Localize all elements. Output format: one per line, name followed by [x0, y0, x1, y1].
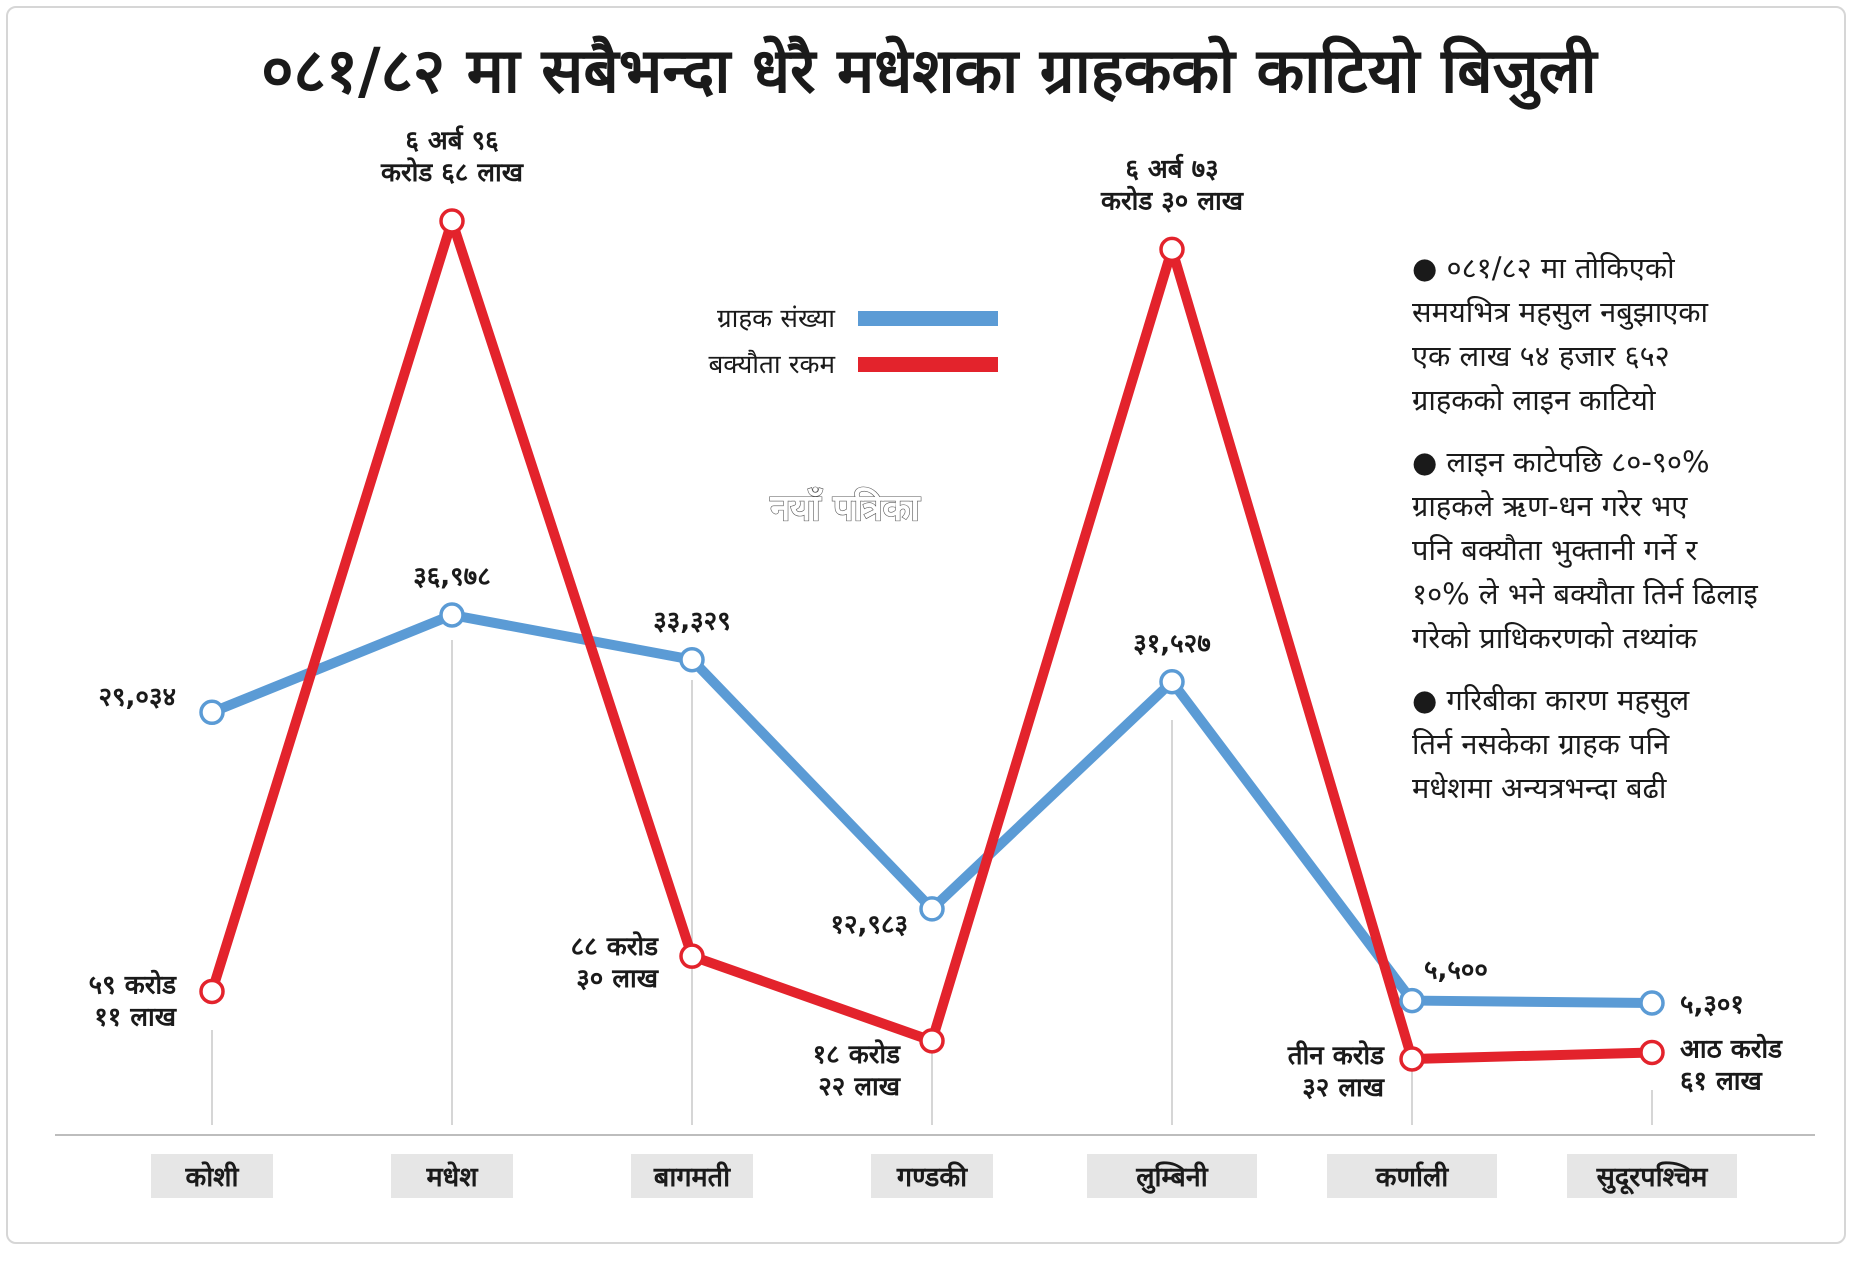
note-line: गरेको प्राधिकरणको तथ्यांक	[1412, 621, 1698, 655]
category-box	[391, 1154, 513, 1198]
data-label: ५,५००	[1424, 956, 1488, 986]
series-group: २९,०३४ ३६,९७८ ३३,३२९ १२,९८३ ३१,५२७ ५,५०० ५,३०१…	[89, 125, 1783, 1103]
data-point	[1639, 990, 1665, 1016]
category-label: कोशी	[184, 1161, 239, 1193]
category-box	[631, 1154, 753, 1198]
category-box	[1327, 1154, 1497, 1198]
category-box	[1087, 1154, 1257, 1198]
category-label: बागमती	[653, 1161, 731, 1193]
data-point	[1399, 987, 1425, 1014]
legend-label: बक्यौता रकम	[708, 349, 835, 380]
data-label: १२,९८३	[831, 910, 908, 940]
watermark-logo: नयाँ पत्रिका	[769, 487, 921, 529]
data-label: ५,३०१	[1680, 990, 1744, 1020]
chart-title: ०८१/८२ मा सबैभन्दा धेरै मधेशका ग्राहकको …	[261, 34, 1598, 110]
data-point	[1159, 669, 1185, 695]
category-label: मधेश	[425, 1161, 479, 1193]
legend: ग्राहक संख्या बक्यौता रकम	[708, 304, 998, 380]
data-label: ५९ करोड	[89, 969, 177, 1000]
data-point	[1399, 1046, 1425, 1072]
note-line: ग्राहकले ऋण-धन गरेर भए	[1412, 489, 1688, 523]
data-point	[1639, 1039, 1665, 1066]
data-point	[439, 208, 465, 234]
category-label: गण्डकी	[896, 1161, 968, 1193]
data-label: ६ अर्ब ७३	[1125, 153, 1218, 184]
data-label: ६ अर्ब ९६	[405, 125, 498, 156]
note-line: पनि बक्यौता भुक्तानी गर्ने र	[1412, 533, 1698, 568]
note-line: ● ०८१/८२ मा तोकिएको	[1412, 251, 1675, 285]
category-label: लुम्बिनी	[1135, 1161, 1208, 1194]
data-point	[919, 896, 945, 922]
data-label: आठ करोड	[1680, 1033, 1783, 1064]
data-label: ८८ करोड	[571, 931, 659, 962]
data-label: करोड ६८ लाख	[380, 157, 525, 188]
data-label: ६१ लाख	[1680, 1066, 1763, 1096]
data-point	[919, 1028, 945, 1054]
data-label: ३२ लाख	[1302, 1073, 1385, 1103]
note-line: मधेशमा अन्यत्रभन्दा बढी	[1412, 771, 1667, 805]
data-label: ३१,५२७	[1133, 629, 1210, 659]
category-label: कर्णाली	[1375, 1161, 1450, 1193]
data-label: २२ लाख	[818, 1072, 901, 1102]
data-point	[199, 978, 225, 1005]
category-box	[151, 1154, 273, 1198]
note-line: १०% ले भने बक्यौता तिर्न ढिलाइ	[1412, 577, 1759, 611]
category-box	[1567, 1154, 1737, 1198]
gridlines	[211, 640, 1653, 1125]
data-point	[199, 699, 225, 726]
data-label: ३६,९७८	[413, 562, 490, 592]
data-point	[439, 602, 465, 628]
note-line: तिर्न नसकेका ग्राहक पनि	[1412, 727, 1670, 761]
legend-swatch	[858, 357, 998, 372]
data-point	[679, 646, 705, 673]
data-label: १८ करोड	[813, 1039, 901, 1070]
data-label: २९,०३४	[99, 682, 176, 712]
series-line-customers	[210, 610, 1653, 1008]
legend-label: ग्राहक संख्या	[717, 304, 836, 334]
category-labels: कोशी मधेश बागमती गण्डकी लुम्बिनी कर्णाली सुदूर…	[151, 1154, 1737, 1198]
data-point	[1159, 236, 1185, 263]
category-label: सुदूरपश्चिम	[1596, 1161, 1709, 1195]
legend-swatch	[858, 311, 998, 326]
data-label: करोड ३० लाख	[1100, 185, 1245, 216]
note-line: ग्राहकको लाइन काटियो	[1412, 383, 1656, 417]
note-line: समयभित्र महसुल नबुझाएका	[1412, 295, 1709, 330]
data-label: तीन करोड	[1287, 1040, 1385, 1071]
note-line: एक लाख ५४ हजार ६५२	[1412, 339, 1670, 373]
data-label: ११ लाख	[94, 1002, 177, 1032]
category-box	[871, 1154, 993, 1198]
notes-panel: ● ०८१/८२ मा तोकिएको समयभित्र महसुल नबुझाए…	[1412, 251, 1759, 805]
data-label: ३० लाख	[576, 964, 659, 994]
note-line: ● लाइन काटेपछि ८०-९०%	[1412, 445, 1710, 479]
note-line: ● गरिबीका कारण महसुल	[1412, 683, 1690, 718]
data-label: ३३,३२९	[653, 607, 730, 637]
data-point	[679, 943, 705, 969]
